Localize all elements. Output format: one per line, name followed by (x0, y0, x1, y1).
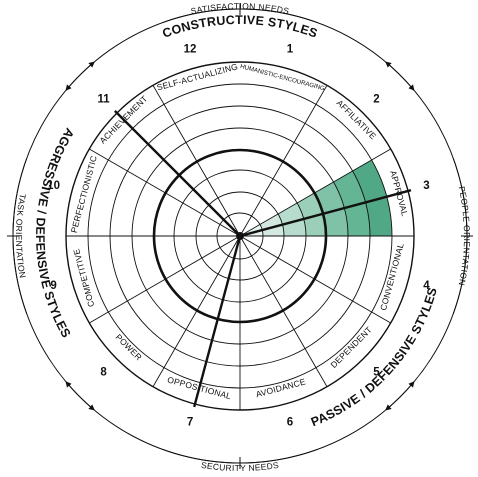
segment-number-1: 1 (287, 44, 294, 56)
approval-fill-band (278, 203, 306, 236)
approval-fill-band (259, 214, 284, 236)
cluster-divider (113, 109, 241, 237)
segment-label-perfectionistic: PERFECTIONISTIC (69, 154, 99, 233)
segment-number-10: 10 (47, 180, 60, 192)
approval-fill-band (352, 160, 392, 236)
ring-grid (65, 61, 415, 411)
segment-number-3: 3 (423, 180, 429, 192)
segment-label-approval: APPROVAL (388, 169, 410, 217)
segment-label-affiliative: AFFILIATIVE (335, 98, 379, 142)
segment-label-power: POWER (114, 332, 144, 362)
segment-divider (89, 148, 241, 237)
segment-number-7: 7 (187, 416, 193, 428)
segment-number-5: 5 (373, 367, 380, 379)
approval-fill-band (314, 182, 348, 236)
segment-divider (152, 235, 241, 387)
segment-divider (239, 235, 328, 387)
people-arrow-up (385, 61, 468, 314)
approval-shading (240, 160, 392, 236)
segment-label-competitive: COMPETITIVE (71, 248, 96, 308)
segment-number-4: 4 (423, 280, 430, 292)
segment-label-dependent: DEPENDENT (328, 324, 373, 369)
cluster-dividers (113, 109, 412, 408)
axis-label-task: TASK ORIENTATION (14, 193, 28, 279)
approval-fill-band (333, 171, 370, 236)
segment-number-11: 11 (97, 94, 110, 106)
center-dot (236, 232, 244, 240)
segment-number-9: 9 (50, 280, 56, 292)
segment-divider (89, 235, 241, 324)
cluster-divider (193, 235, 242, 408)
segment-number-12: 12 (184, 44, 197, 56)
segment-number-6: 6 (287, 416, 293, 428)
cluster-label-aggressive: AGGRESSIVE / DEFENSIVE STYLES (33, 126, 77, 341)
task-arrow-down (12, 158, 95, 411)
segment-divider (239, 85, 328, 237)
segment-divider (239, 148, 391, 237)
cluster-label-constructive: CONSTRUCTIVE STYLES (161, 13, 320, 41)
cluster-divider (239, 189, 412, 238)
segment-label-avoidance: AVOIDANCE (255, 376, 307, 399)
segment-divider (152, 85, 241, 237)
segment-number-8: 8 (100, 367, 107, 379)
segment-number-2: 2 (373, 94, 379, 106)
segment-divider (239, 235, 391, 324)
